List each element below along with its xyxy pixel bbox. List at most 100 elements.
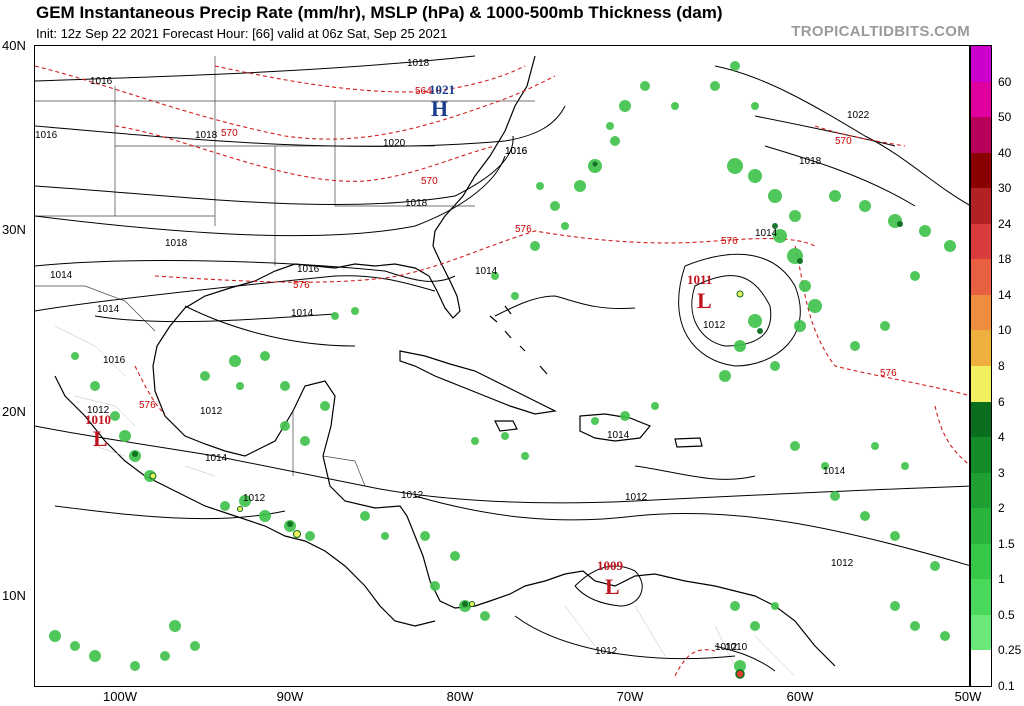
isobar-label: 1016 <box>103 355 126 366</box>
colorbar-label: 10 <box>998 323 1012 338</box>
isobar-label: 1014 <box>291 308 314 319</box>
high-center-letter: H <box>431 96 448 121</box>
coastlines <box>54 55 836 667</box>
isobar-label: 1016 <box>297 264 320 275</box>
colorbar-label: 0.5 <box>998 607 1015 622</box>
precip-colorbar <box>970 45 992 687</box>
colorbar-label: 6 <box>998 394 1005 409</box>
south-america-north-coast <box>509 570 836 667</box>
colorbar-swatch <box>971 259 991 296</box>
low-center-value-west: 1010 <box>85 412 111 427</box>
colorbar-swatch <box>971 152 991 189</box>
colorbar-label: 40 <box>998 145 1012 160</box>
isobar-label: 1012 <box>625 492 648 503</box>
thickness-label: 564 <box>415 86 432 97</box>
colorbar-label: 4 <box>998 430 1005 445</box>
colorbar-label: 60 <box>998 74 1012 89</box>
isobar-label: 1020 <box>383 138 406 149</box>
colorbar-label: 2 <box>998 501 1005 516</box>
thickness-label: 576 <box>293 280 310 291</box>
isobar-label: 1014 <box>205 453 228 464</box>
weather-map: 1021 H 1011 L 1009 L 1010 L 1018 1016 1016… <box>34 45 970 687</box>
lat-label-30n: 30N <box>2 222 26 237</box>
isobar-label: 1012 <box>703 320 726 331</box>
low-center-letter-east: L <box>697 288 712 313</box>
colorbar-swatch <box>971 472 991 509</box>
map-svg: 1021 H 1011 L 1009 L 1010 L 1018 1016 1016… <box>35 55 969 679</box>
lat-label-20n: 20N <box>2 404 26 419</box>
bahamas-islands <box>489 305 548 375</box>
high-center-value: 1021 <box>429 82 455 97</box>
isobar-label: 1012 <box>595 646 618 657</box>
thickness-label: 576 <box>880 368 897 379</box>
isobar-label: 1012 <box>243 493 266 504</box>
florida-peninsula <box>428 245 461 319</box>
isobar-label: 1014 <box>475 266 498 277</box>
colorbar-swatch <box>971 401 991 438</box>
colorbar-label: 8 <box>998 359 1005 373</box>
brand-watermark: TROPICALTIDBITS.COM <box>791 23 970 40</box>
lon-label-50w: 50W <box>954 689 982 704</box>
isobar-label: 1012 <box>200 406 223 417</box>
colorbar-label: 18 <box>998 252 1012 267</box>
isobar-label: 1018 <box>165 238 188 249</box>
isobar-label: 1012 <box>715 642 738 653</box>
isobar-label: 1022 <box>847 110 870 121</box>
isobar-label: 1014 <box>823 466 846 477</box>
colorbar-swatch <box>971 366 991 403</box>
isobar-label: 1016 <box>505 146 528 157</box>
isobars <box>35 55 969 672</box>
isobar-label: 1016 <box>35 130 58 141</box>
colorbar-swatch <box>971 579 991 616</box>
isobar-label: 1018 <box>407 58 430 69</box>
colorbar-label: 0.25 <box>998 643 1022 658</box>
lat-label-10n: 10N <box>2 588 26 603</box>
colorbar-label: 1.5 <box>998 536 1015 551</box>
colorbar-swatch <box>971 117 991 154</box>
thickness-label: 570 <box>221 128 238 139</box>
isobar-label: 1016 <box>505 146 528 157</box>
thickness-label: 570 <box>421 176 438 187</box>
isobar-label: 1018 <box>405 198 428 209</box>
colorbar-swatch <box>971 508 991 545</box>
low-center-letter-west: L <box>93 426 108 451</box>
isobar-label: 1012 <box>87 405 110 416</box>
isobar-label: 1014 <box>97 304 120 315</box>
colorbar-swatch <box>971 543 991 580</box>
thickness-labels: 564 570 570 576 576 576 576 570 576 <box>139 86 897 411</box>
isobar-label: 1012 <box>831 558 854 569</box>
lon-label-70w: 70W <box>616 689 644 704</box>
colorbar-label: 1 <box>998 572 1005 587</box>
colorbar-swatch <box>971 81 991 118</box>
cuba <box>399 350 557 415</box>
central-america-caribbean <box>406 515 511 609</box>
isobar-label: 1014 <box>607 430 630 441</box>
low-center-value-south: 1009 <box>597 558 624 573</box>
colorbar-swatch <box>971 650 991 687</box>
thickness-label: 570 <box>835 136 852 147</box>
colorbar-swatch <box>971 330 991 367</box>
puerto-rico <box>674 437 703 448</box>
pressure-centers: 1021 H 1011 L 1009 L 1010 L <box>85 82 712 599</box>
thickness-label: 576 <box>515 224 532 235</box>
isobar-label: 1012 <box>401 490 424 501</box>
isobar-label: 1014 <box>755 228 778 239</box>
low-center-value-east: 1011 <box>687 272 712 287</box>
colorbar-label: 0.1 <box>998 679 1015 693</box>
precip-field <box>49 61 956 679</box>
thickness-lines <box>35 65 969 677</box>
colorbar-label: 14 <box>998 287 1012 302</box>
isobar-label: 1016 <box>90 76 113 87</box>
isobar-label: 1010 <box>725 642 748 653</box>
lon-label-100w: 100W <box>103 689 137 704</box>
colorbar-swatch <box>971 46 991 83</box>
thickness-label: 576 <box>721 236 738 247</box>
colorbar-swatch <box>971 614 991 651</box>
chart-subtitle: Init: 12z Sep 22 2021 Forecast Hour: [66… <box>36 26 448 41</box>
lat-label-40n: 40N <box>2 38 26 53</box>
mexico-pacific-coast <box>54 375 436 627</box>
isobar-label: 1018 <box>799 156 822 167</box>
gulf-coast <box>152 263 430 517</box>
isobar-label: 1014 <box>50 270 73 281</box>
colorbar-label: 3 <box>998 465 1005 480</box>
